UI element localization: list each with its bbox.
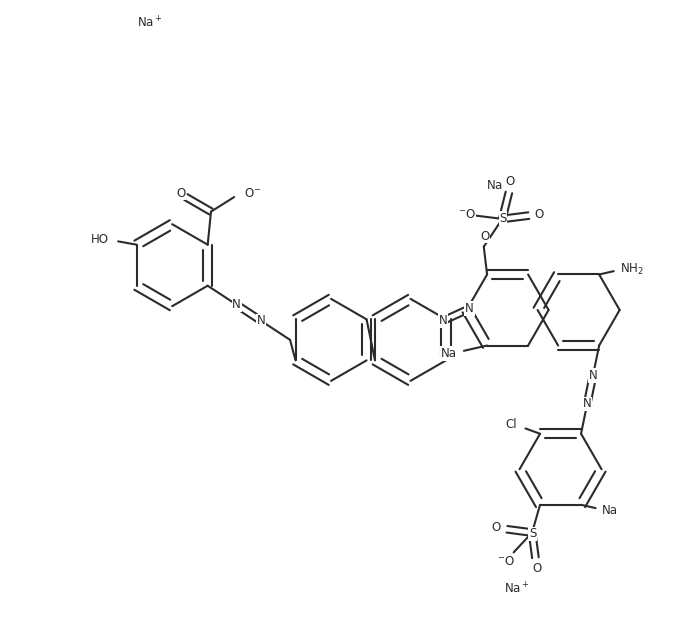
Text: Na: Na xyxy=(602,504,618,517)
Text: O: O xyxy=(532,562,542,575)
Text: N: N xyxy=(232,298,241,311)
Text: O$^{-}$: O$^{-}$ xyxy=(244,187,261,200)
Text: O: O xyxy=(505,176,515,188)
Text: N: N xyxy=(583,397,592,410)
Text: S: S xyxy=(529,527,537,540)
Text: O: O xyxy=(176,187,185,200)
Text: O: O xyxy=(492,522,501,535)
Text: HO: HO xyxy=(91,233,109,246)
Text: N: N xyxy=(465,302,474,315)
Text: N: N xyxy=(256,315,266,328)
Text: O: O xyxy=(535,208,544,221)
Text: N: N xyxy=(438,314,447,327)
Text: O: O xyxy=(480,230,490,243)
Text: Na$^+$: Na$^+$ xyxy=(486,178,512,193)
Text: N: N xyxy=(589,369,597,382)
Text: Cl: Cl xyxy=(505,418,516,431)
Text: Na: Na xyxy=(441,347,457,360)
Text: S: S xyxy=(499,212,507,225)
Text: $^{-}$O: $^{-}$O xyxy=(457,208,475,221)
Text: NH$_2$: NH$_2$ xyxy=(620,262,644,277)
Text: Na$^+$: Na$^+$ xyxy=(503,581,529,596)
Text: Na$^+$: Na$^+$ xyxy=(137,15,163,31)
Text: $^{-}$O: $^{-}$O xyxy=(497,555,514,568)
